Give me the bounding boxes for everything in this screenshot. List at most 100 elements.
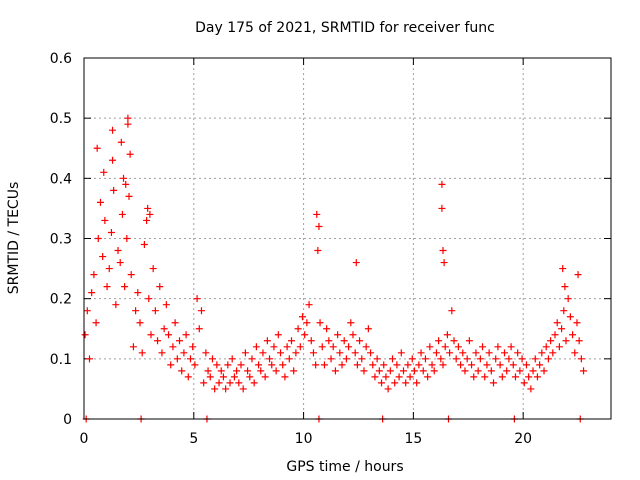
data-point [250, 379, 258, 387]
data-point [580, 367, 588, 375]
data-point [83, 307, 91, 315]
data-point [288, 337, 296, 345]
axis-ticks: 0 0.1 0.2 0.3 0.4 0.5 0.6 0 5 10 15 20 [50, 51, 611, 447]
data-point [421, 355, 429, 363]
data-point [105, 265, 113, 273]
data-point [204, 367, 212, 375]
data-point [259, 349, 267, 357]
data-point [325, 337, 333, 345]
data-point [439, 247, 447, 255]
data-point [417, 349, 425, 357]
data-point [542, 343, 550, 351]
data-point [347, 319, 355, 327]
data-point [283, 343, 291, 351]
data-point [303, 319, 311, 327]
data-point [358, 355, 366, 363]
data-point [426, 343, 434, 351]
data-point [415, 361, 423, 369]
data-point [450, 337, 458, 345]
data-point [399, 367, 407, 375]
data-point [107, 228, 115, 236]
data-point [362, 343, 370, 351]
data-point [296, 343, 304, 351]
data-point [465, 337, 473, 345]
data-point [154, 337, 162, 345]
data-point [569, 331, 577, 339]
data-point [549, 349, 557, 357]
data-point [206, 373, 214, 381]
x-tick-label: 0 [80, 431, 89, 447]
data-point [263, 337, 271, 345]
data-point [160, 325, 168, 333]
data-point [103, 283, 111, 291]
data-point [573, 319, 581, 327]
data-point [430, 367, 438, 375]
data-point [432, 349, 440, 357]
data-point [555, 343, 563, 351]
data-point [85, 355, 93, 363]
data-point [562, 337, 570, 345]
data-point [314, 247, 322, 255]
data-point [503, 367, 511, 375]
x-tick-label: 20 [514, 431, 532, 447]
data-point [371, 373, 379, 381]
data-point [268, 361, 276, 369]
y-tick-label: 0.5 [50, 111, 72, 127]
data-point [360, 367, 368, 375]
data-point [351, 349, 359, 357]
data-point [244, 367, 252, 375]
data-point [109, 156, 117, 164]
data-point [487, 367, 495, 375]
data-point [298, 313, 306, 321]
data-point [116, 259, 124, 267]
plot-frame [83, 57, 612, 420]
data-point [143, 216, 151, 224]
data-point [292, 349, 300, 357]
data-point [114, 247, 122, 255]
data-point [496, 361, 504, 369]
data-point [213, 361, 221, 369]
data-point [438, 204, 446, 212]
data-point [373, 355, 381, 363]
data-point [452, 355, 460, 363]
data-point [345, 343, 353, 351]
data-point [180, 349, 188, 357]
data-point [257, 367, 265, 375]
data-point [356, 337, 364, 345]
data-point [492, 355, 500, 363]
data-point [237, 361, 245, 369]
data-point [127, 271, 135, 279]
data-point [226, 379, 234, 387]
data-point [94, 235, 102, 242]
data-point [395, 373, 403, 381]
data-point [428, 361, 436, 369]
data-point [406, 373, 414, 381]
data-point [252, 343, 260, 351]
x-tick-label: 5 [189, 431, 198, 447]
data-point [277, 349, 285, 357]
data-point [459, 349, 467, 357]
data-point [239, 385, 247, 393]
data-point [564, 295, 572, 303]
data-point [382, 373, 390, 381]
data-point [109, 126, 117, 134]
data-point [173, 355, 181, 363]
data-point [230, 373, 238, 381]
data-point [224, 361, 232, 369]
data-point [327, 355, 335, 363]
data-point [448, 307, 456, 315]
y-tick-label: 0.4 [50, 171, 72, 187]
data-point [191, 361, 199, 369]
data-point [380, 361, 388, 369]
data-point [402, 379, 410, 387]
data-point [279, 361, 287, 369]
data-point [393, 361, 401, 369]
x-tick-label: 10 [295, 431, 313, 447]
data-point [340, 337, 348, 345]
y-tick-label: 0 [63, 412, 72, 428]
data-point [149, 265, 157, 273]
data-point [331, 367, 339, 375]
data-point [202, 349, 210, 357]
data-point [533, 373, 541, 381]
data-point [261, 373, 269, 381]
